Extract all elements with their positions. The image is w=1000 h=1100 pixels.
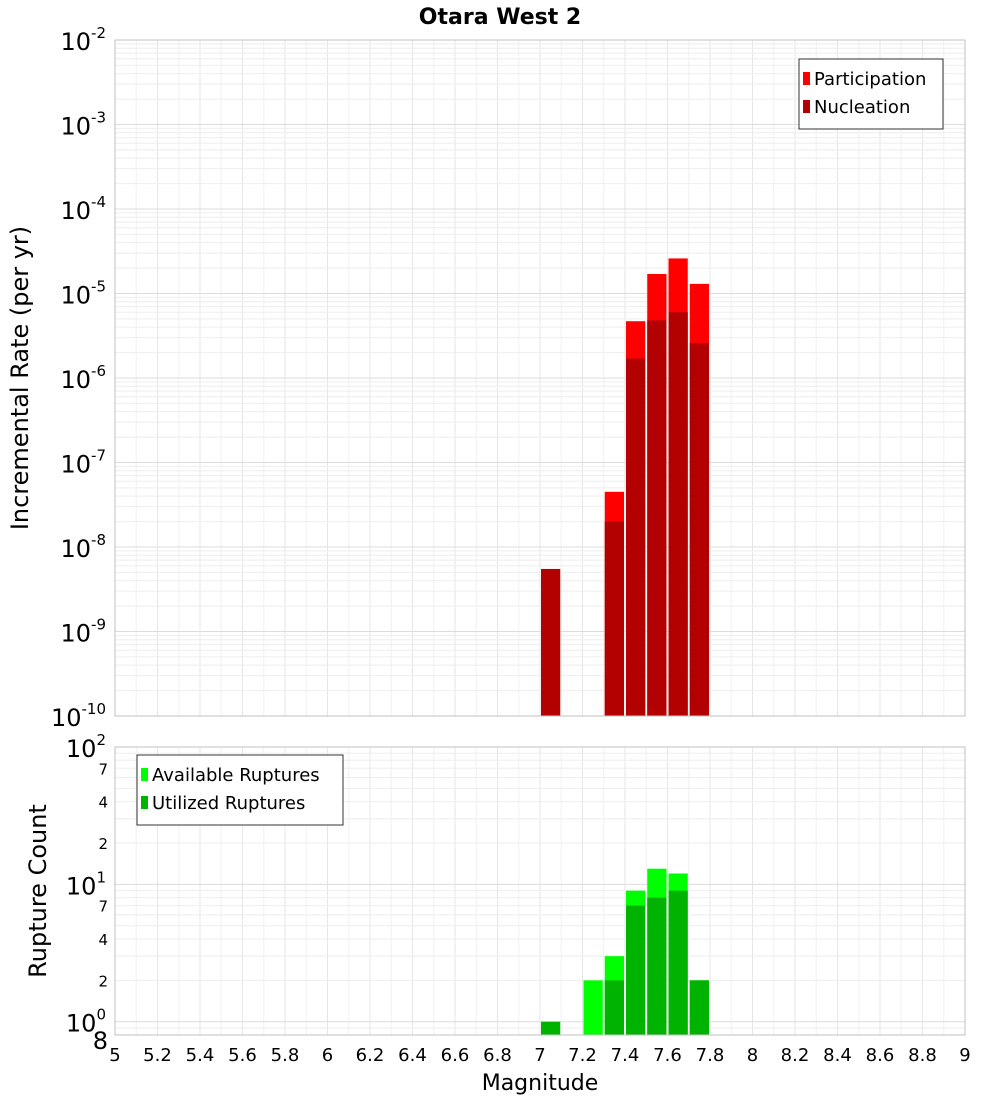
x-tick-label: 5 bbox=[109, 1045, 120, 1066]
y-tick-label: 10-9 bbox=[60, 616, 106, 648]
bar-utilized-ruptures bbox=[541, 1021, 561, 1035]
x-tick-label: 5.4 bbox=[186, 1045, 215, 1066]
x-tick-label: 6.4 bbox=[398, 1045, 427, 1066]
x-tick-label: 9 bbox=[959, 1045, 970, 1066]
rate-plot-border bbox=[114, 39, 966, 717]
x-tick-label: 6.6 bbox=[441, 1045, 470, 1066]
bar-nucleation bbox=[604, 521, 624, 716]
bar-utilized-ruptures bbox=[668, 890, 688, 1035]
y-tick-label: 4 bbox=[98, 931, 108, 949]
x-tick-label: 7.6 bbox=[653, 1045, 682, 1066]
x-tick-label: 8.2 bbox=[781, 1045, 810, 1066]
y-tick-label: 7 bbox=[98, 898, 108, 916]
legend-box bbox=[136, 754, 344, 826]
bar-nucleation bbox=[626, 358, 646, 716]
bar-nucleation bbox=[689, 342, 709, 716]
bar-nucleation bbox=[647, 320, 667, 716]
y-tick-label: 10-10 bbox=[51, 700, 106, 732]
count-plot-legend: Available Ruptures Utilized Ruptures bbox=[136, 754, 344, 826]
legend-entry: Nucleation bbox=[814, 97, 910, 118]
y-tick-label: 4 bbox=[98, 794, 108, 812]
x-axis-ticks: 5 5.2 5.4 5.6 5.8 6 6.2 6.4 6.6 6.8 7 7.2 7.4 7.6 7.8 8… bbox=[109, 1045, 970, 1066]
y-tick-label: 10-3 bbox=[60, 109, 106, 141]
x-tick-label: 8.8 bbox=[908, 1045, 937, 1066]
count-plot-border bbox=[114, 746, 966, 1036]
legend-entry: Participation bbox=[814, 69, 926, 90]
x-tick-label: 7.2 bbox=[568, 1045, 597, 1066]
rate-plot-y-ticks: 10-2 10-3 10-4 10-5 10-6 10-7 10-8 10-9 10-10 bbox=[51, 24, 106, 732]
y-tick-label: 7 bbox=[98, 760, 108, 778]
bar-available-ruptures bbox=[583, 980, 603, 1035]
y-tick-label: 10-6 bbox=[60, 362, 106, 394]
y-tick-label: 102 bbox=[66, 731, 106, 763]
y-tick-label: 100 bbox=[66, 1006, 106, 1038]
rate-y-axis-label: Incremental Rate (per yr) bbox=[6, 226, 34, 530]
bar-utilized-ruptures bbox=[604, 980, 624, 1035]
count-plot-bars bbox=[541, 868, 709, 1035]
bar-utilized-ruptures bbox=[626, 905, 646, 1035]
bar-nucleation bbox=[541, 568, 561, 716]
x-tick-label: 7.4 bbox=[611, 1045, 640, 1066]
x-tick-label: 6.8 bbox=[483, 1045, 512, 1066]
x-tick-label: 7 bbox=[534, 1045, 545, 1066]
legend-swatch bbox=[141, 796, 148, 809]
x-tick-label: 6 bbox=[322, 1045, 333, 1066]
rate-plot-grid bbox=[114, 40, 966, 717]
rate-plot-bars bbox=[541, 258, 709, 716]
rate-plot-legend: Participation Nucleation bbox=[798, 58, 944, 130]
legend-swatch bbox=[803, 72, 810, 85]
y-tick-label: 10-4 bbox=[60, 193, 106, 225]
y-tick-label: 10-7 bbox=[60, 447, 106, 479]
bar-utilized-ruptures bbox=[689, 980, 709, 1035]
y-tick-label: 2 bbox=[98, 835, 108, 853]
x-tick-label: 7.8 bbox=[696, 1045, 725, 1066]
rate-plot: 10-2 10-3 10-4 10-5 10-6 10-7 10-8 10-9 10-10 In… bbox=[6, 24, 966, 732]
y-tick-label: 101 bbox=[66, 868, 106, 900]
legend-entry: Utilized Ruptures bbox=[152, 793, 305, 814]
x-tick-label: 5.6 bbox=[228, 1045, 257, 1066]
chart-title: Otara West 2 bbox=[419, 5, 581, 30]
x-tick-label: 8.6 bbox=[866, 1045, 895, 1066]
x-tick-label: 8.4 bbox=[823, 1045, 852, 1066]
bar-nucleation bbox=[668, 312, 688, 716]
legend-swatch bbox=[803, 100, 810, 113]
x-tick-label: 6.2 bbox=[356, 1045, 385, 1066]
x-axis-label: Magnitude bbox=[482, 1071, 599, 1096]
legend-entry: Available Ruptures bbox=[152, 765, 320, 786]
legend-swatch bbox=[141, 768, 148, 781]
y-tick-label: 10-2 bbox=[60, 24, 106, 56]
y-tick-label: 8 bbox=[93, 1027, 108, 1055]
y-tick-label: 10-8 bbox=[60, 531, 106, 563]
x-tick-label: 5.2 bbox=[143, 1045, 172, 1066]
y-tick-label: 2 bbox=[98, 972, 108, 990]
x-tick-label: 5.8 bbox=[271, 1045, 300, 1066]
x-tick-label: 8 bbox=[747, 1045, 758, 1066]
bar-utilized-ruptures bbox=[647, 897, 667, 1035]
legend-box bbox=[798, 58, 944, 130]
count-y-axis-label: Rupture Count bbox=[24, 804, 52, 978]
y-tick-label: 10-5 bbox=[60, 278, 106, 310]
